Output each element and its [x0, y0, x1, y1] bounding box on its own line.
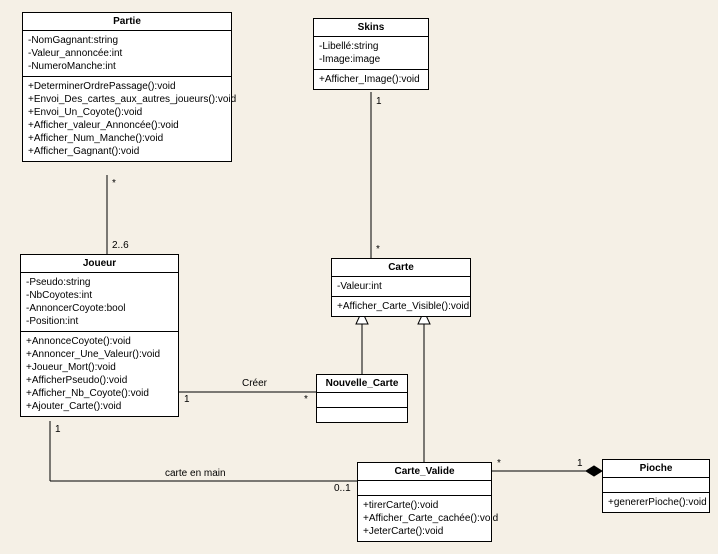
class-title: Carte	[332, 259, 470, 277]
op: +tirerCarte():void	[363, 499, 486, 512]
mult-skins-carte-top: 1	[376, 96, 382, 107]
mult-valide-pioche-right: 1	[577, 458, 583, 469]
class-skins: Skins -Libellé:string -Image:image +Affi…	[313, 18, 429, 90]
attr: -Libellé:string	[319, 40, 423, 53]
mult-joueur-nouvelle-left: 1	[184, 394, 190, 405]
class-title: Joueur	[21, 255, 178, 273]
attr: -NomGagnant:string	[28, 34, 226, 47]
class-title: Carte_Valide	[358, 463, 491, 481]
ops-section: +DeterminerOrdrePassage():void +Envoi_De…	[23, 77, 231, 161]
class-carte: Carte -Valeur:int +Afficher_Carte_Visibl…	[331, 258, 471, 317]
class-joueur: Joueur -Pseudo:string -NbCoyotes:int -An…	[20, 254, 179, 417]
mult-joueur-valide-left: 1	[55, 424, 61, 435]
attr-section: -Libellé:string -Image:image	[314, 37, 428, 70]
attr-section	[603, 478, 709, 493]
class-partie: Partie -NomGagnant:string -Valeur_annonc…	[22, 12, 232, 162]
op: +genererPioche():void	[608, 496, 704, 509]
op: +Afficher_valeur_Annoncée():void	[28, 119, 226, 132]
attr: -NumeroManche:int	[28, 60, 226, 73]
attr: -AnnoncerCoyote:bool	[26, 302, 173, 315]
ops-section: +tirerCarte():void +Afficher_Carte_caché…	[358, 496, 491, 541]
op: +Afficher_Nb_Coyote():void	[26, 387, 173, 400]
mult-valide-pioche-left: *	[497, 458, 501, 469]
class-title: Partie	[23, 13, 231, 31]
attr: -NbCoyotes:int	[26, 289, 173, 302]
ops-section: +genererPioche():void	[603, 493, 709, 512]
attr: -Valeur_annoncée:int	[28, 47, 226, 60]
op: +Afficher_Carte_cachée():void	[363, 512, 486, 525]
op: +Envoi_Un_Coyote():void	[28, 106, 226, 119]
attr-section	[317, 393, 407, 408]
op: +JeterCarte():void	[363, 525, 486, 538]
op: +AnnonceCoyote():void	[26, 335, 173, 348]
attr: -Image:image	[319, 53, 423, 66]
class-nouvelle-carte: Nouvelle_Carte	[316, 374, 408, 423]
class-title: Nouvelle_Carte	[317, 375, 407, 393]
attr: -Valeur:int	[337, 280, 465, 293]
ops-section: +Afficher_Carte_Visible():void	[332, 297, 470, 316]
attr-section	[358, 481, 491, 496]
label-carte-en-main: carte en main	[165, 468, 226, 479]
mult-partie-joueur-bottom: 2..6	[112, 240, 129, 251]
ops-section: +Afficher_Image():void	[314, 70, 428, 89]
op: +Joueur_Mort():void	[26, 361, 173, 374]
op: +AfficherPseudo():void	[26, 374, 173, 387]
class-title: Skins	[314, 19, 428, 37]
op: +Envoi_Des_cartes_aux_autres_joueurs():v…	[28, 93, 226, 106]
mult-joueur-valide-right: 0..1	[334, 483, 351, 494]
ops-section	[317, 408, 407, 422]
class-carte-valide: Carte_Valide +tirerCarte():void +Affiche…	[357, 462, 492, 542]
label-creer: Créer	[242, 378, 267, 389]
class-pioche: Pioche +genererPioche():void	[602, 459, 710, 513]
op: +Annoncer_Une_Valeur():void	[26, 348, 173, 361]
attr: -Pseudo:string	[26, 276, 173, 289]
attr: -Position:int	[26, 315, 173, 328]
op: +Ajouter_Carte():void	[26, 400, 173, 413]
class-title: Pioche	[603, 460, 709, 478]
attr-section: -Pseudo:string -NbCoyotes:int -AnnoncerC…	[21, 273, 178, 332]
op: +Afficher_Image():void	[319, 73, 423, 86]
attr-section: -Valeur:int	[332, 277, 470, 297]
attr-section: -NomGagnant:string -Valeur_annoncée:int …	[23, 31, 231, 77]
mult-skins-carte-bottom: *	[376, 244, 380, 255]
op: +Afficher_Gagnant():void	[28, 145, 226, 158]
op: +DeterminerOrdrePassage():void	[28, 80, 226, 93]
mult-joueur-nouvelle-right: *	[304, 394, 308, 405]
op: +Afficher_Carte_Visible():void	[337, 300, 465, 313]
ops-section: +AnnonceCoyote():void +Annoncer_Une_Vale…	[21, 332, 178, 416]
op: +Afficher_Num_Manche():void	[28, 132, 226, 145]
mult-partie-joueur-top: *	[112, 178, 116, 189]
